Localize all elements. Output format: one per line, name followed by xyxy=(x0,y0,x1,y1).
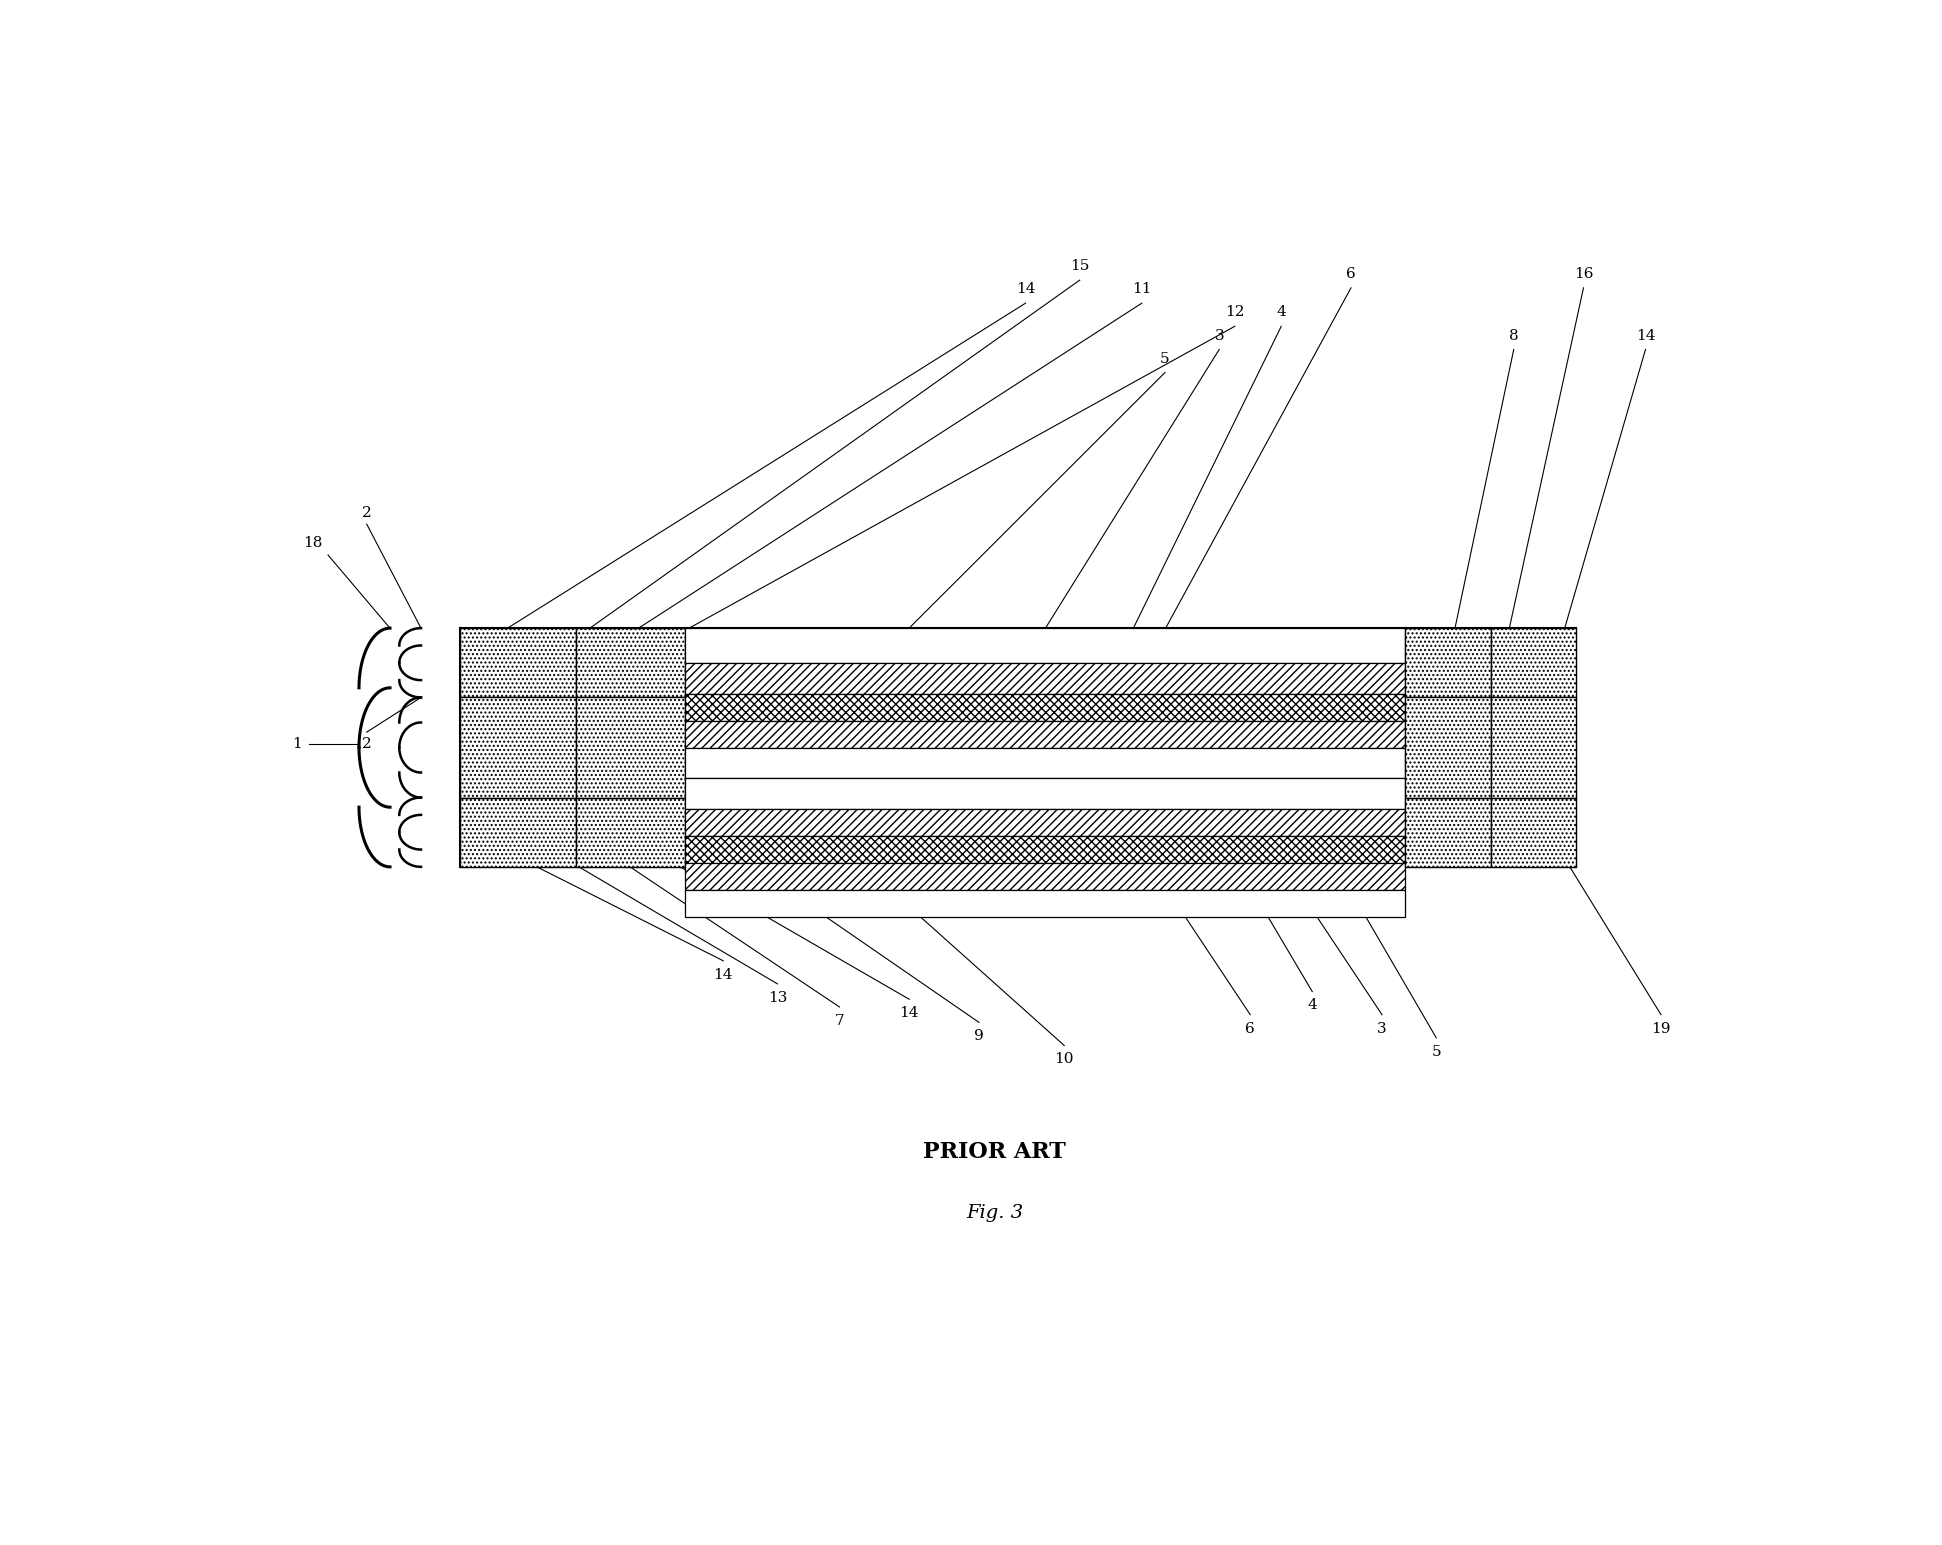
Bar xyxy=(1491,629,1575,697)
Text: 5: 5 xyxy=(1159,352,1169,366)
Bar xyxy=(1406,629,1491,697)
Bar xyxy=(684,663,1406,694)
Text: 1: 1 xyxy=(291,737,301,751)
Text: 7: 7 xyxy=(835,1014,845,1027)
Text: 2: 2 xyxy=(361,737,371,751)
Text: 8: 8 xyxy=(1509,329,1519,343)
Text: 13: 13 xyxy=(767,990,787,1004)
Text: 10: 10 xyxy=(1055,1052,1074,1066)
Bar xyxy=(684,836,1406,864)
Text: 19: 19 xyxy=(1651,1021,1670,1035)
Bar xyxy=(460,797,577,867)
Text: 18: 18 xyxy=(303,536,322,550)
Text: 3: 3 xyxy=(1377,1021,1387,1035)
Text: 4: 4 xyxy=(1307,998,1317,1012)
Text: PRIOR ART: PRIOR ART xyxy=(922,1140,1066,1163)
Text: 14: 14 xyxy=(1635,329,1655,343)
Bar xyxy=(1406,797,1491,867)
Text: 14: 14 xyxy=(1016,283,1035,297)
Text: Fig. 3: Fig. 3 xyxy=(965,1205,1023,1222)
Bar xyxy=(577,697,684,797)
Text: 11: 11 xyxy=(1132,283,1152,297)
Bar xyxy=(684,694,1406,720)
Bar xyxy=(684,810,1406,836)
Bar xyxy=(1491,797,1575,867)
Text: 15: 15 xyxy=(1070,260,1089,273)
Bar xyxy=(460,629,577,697)
Bar xyxy=(1406,697,1491,797)
Text: 5: 5 xyxy=(1431,1044,1441,1058)
Text: 9: 9 xyxy=(975,1029,985,1043)
Text: 4: 4 xyxy=(1276,306,1286,320)
Text: 16: 16 xyxy=(1573,267,1592,281)
Bar xyxy=(577,797,684,867)
Text: 6: 6 xyxy=(1245,1021,1255,1035)
Bar xyxy=(1491,697,1575,797)
Bar xyxy=(577,629,684,697)
Bar xyxy=(684,779,1406,810)
Bar xyxy=(460,697,577,797)
Text: 14: 14 xyxy=(899,1006,919,1020)
Bar xyxy=(684,890,1406,916)
Text: 12: 12 xyxy=(1225,306,1245,320)
Text: 14: 14 xyxy=(713,967,732,981)
Text: 6: 6 xyxy=(1346,267,1356,281)
Text: 3: 3 xyxy=(1214,329,1223,343)
Bar xyxy=(684,629,1406,663)
Bar xyxy=(684,864,1406,890)
Text: 2: 2 xyxy=(361,505,371,519)
Bar xyxy=(684,720,1406,748)
Bar xyxy=(684,748,1406,779)
